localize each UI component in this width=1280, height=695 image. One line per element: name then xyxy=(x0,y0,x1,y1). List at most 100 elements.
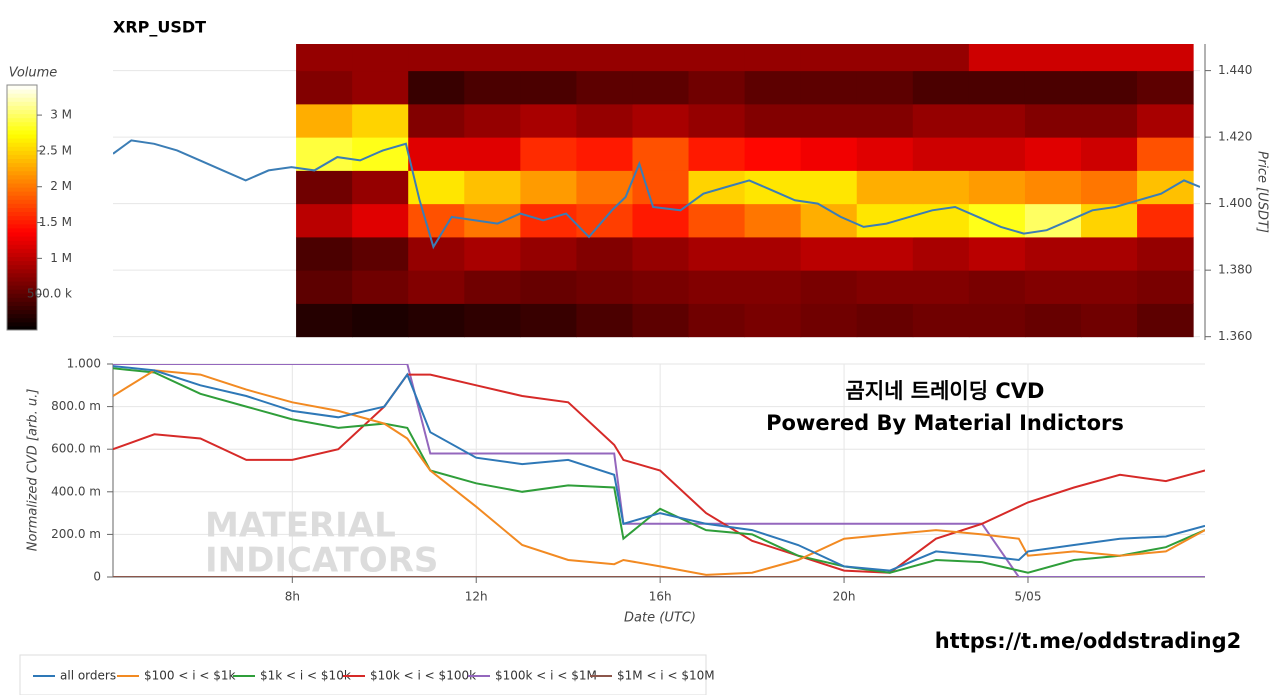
colorbar-tick-label: 3 M xyxy=(50,108,72,122)
heatmap-cell xyxy=(968,303,1026,338)
heatmap-cell xyxy=(856,236,914,271)
colorbar-segment xyxy=(7,281,37,286)
heatmap-cell xyxy=(912,170,970,205)
heatmap-cell xyxy=(408,103,465,138)
colorbar-segment xyxy=(7,268,37,274)
colorbar-segment xyxy=(7,203,37,208)
heatmap xyxy=(113,44,1200,338)
colorbar-segment xyxy=(7,174,37,180)
y-tick-label: 600.0 m xyxy=(51,442,101,456)
colorbar-segment xyxy=(7,89,37,94)
heatmap-cell xyxy=(408,44,465,72)
colorbar-segment xyxy=(7,150,37,155)
colorbar-segment xyxy=(7,109,37,115)
heatmap-cell xyxy=(520,44,577,72)
colorbar-segment xyxy=(7,313,37,319)
colorbar-segment xyxy=(7,117,37,123)
heatmap-cell xyxy=(296,236,353,271)
heatmap-cell xyxy=(688,270,746,304)
heatmap-cell xyxy=(296,203,353,238)
heatmap-cell xyxy=(1024,303,1082,338)
heatmap-cell xyxy=(1024,236,1082,271)
heatmap-cell xyxy=(1024,170,1082,205)
heatmap-cell xyxy=(296,170,353,205)
colorbar-segment xyxy=(7,101,37,106)
colorbar-segment xyxy=(7,321,37,327)
colorbar-segment xyxy=(7,236,37,241)
colorbar-segment xyxy=(7,244,37,249)
colorbar-segment xyxy=(7,97,37,102)
heatmap-cell xyxy=(968,44,1026,72)
y-tick-label: 400.0 m xyxy=(51,484,101,498)
annotation: 곰지네 트레이딩 CVD xyxy=(846,379,1045,403)
heatmap-cell xyxy=(464,137,521,171)
colorbar-segment xyxy=(7,264,37,270)
colorbar-segment xyxy=(7,93,37,98)
heatmap-cell xyxy=(408,203,465,238)
plots: 1.360 1.380 1.400 1.420 1.440 500.0 k 1 M 1.5 M… xyxy=(6,44,1252,683)
heatmap-cell xyxy=(744,270,802,304)
heatmap-cell xyxy=(856,170,914,205)
heatmap-cell xyxy=(1024,44,1082,72)
y-tick-label: 1.440 xyxy=(1218,63,1252,77)
colorbar-segment xyxy=(7,187,37,192)
y-tick-label: 200.0 m xyxy=(51,527,101,541)
heatmap-cell xyxy=(912,236,970,271)
heatmap-cell xyxy=(296,44,353,72)
heatmap-cell xyxy=(576,203,633,238)
colorbar-label: Volume xyxy=(9,66,58,81)
heatmap-cell xyxy=(352,137,409,171)
heatmap-cell xyxy=(632,270,690,304)
heatmap-cell xyxy=(352,170,409,205)
heatmap-cell xyxy=(1137,203,1194,238)
heatmap-cell xyxy=(688,44,746,72)
heatmap-cell xyxy=(1081,203,1138,238)
heatmap-cell xyxy=(520,103,577,138)
heatmap-cell xyxy=(856,203,914,238)
colorbar-segment xyxy=(7,215,37,221)
colorbar-tick-label: 2.5 M xyxy=(39,143,72,157)
heatmap-cell xyxy=(744,203,802,238)
heatmap-cell xyxy=(1081,270,1138,304)
heatmap-cell xyxy=(968,103,1026,138)
annotation: https://t.me/oddstrading2 xyxy=(935,629,1242,653)
colorbar-segment xyxy=(7,309,37,315)
heatmap-cell xyxy=(352,270,409,304)
heatmap-cell xyxy=(1081,303,1138,338)
heatmap-cell xyxy=(912,270,970,304)
heatmap-cell xyxy=(1081,236,1138,271)
heatmap-cell xyxy=(632,103,690,138)
colorbar-segment xyxy=(7,232,37,237)
heatmap-cell xyxy=(744,103,802,138)
colorbar-segment xyxy=(7,170,37,176)
y-tick-label: 1.360 xyxy=(1218,329,1252,343)
heatmap-cell xyxy=(968,236,1026,271)
heatmap-cell xyxy=(576,236,633,271)
heatmap-cell xyxy=(856,70,914,105)
heatmap-cell xyxy=(520,203,577,238)
y-axis-label: Price [USDT] xyxy=(1255,151,1270,233)
colorbar-segment xyxy=(7,142,37,147)
heatmap-cell xyxy=(352,236,409,271)
x-tick-label: 20h xyxy=(833,590,856,604)
y-tick-label: 0 xyxy=(93,570,101,584)
heatmap-cell xyxy=(856,44,914,72)
annotation: Powered By Material Indictors xyxy=(766,411,1124,435)
legend-label: $1k < i < $10k xyxy=(260,669,351,683)
heatmap-cell xyxy=(1081,70,1138,105)
lines xyxy=(113,364,1205,577)
colorbar-segment xyxy=(7,178,37,184)
heatmap-cell xyxy=(352,303,409,338)
heatmap-cell xyxy=(800,270,858,304)
heatmap-cell xyxy=(1081,170,1138,205)
colorbar-segment xyxy=(7,252,37,257)
colorbar-segment xyxy=(7,248,37,253)
heatmap-cell xyxy=(520,236,577,271)
legend-label: $100 < i < $1k xyxy=(144,669,236,683)
x-tick-label: 12h xyxy=(465,590,488,604)
colorbar-segment xyxy=(7,301,37,306)
legend-label: $10k < i < $100k xyxy=(370,669,476,683)
heatmap-cell xyxy=(800,103,858,138)
x-tick-label: 5/05 xyxy=(1015,590,1042,604)
heatmap-cell xyxy=(520,70,577,105)
